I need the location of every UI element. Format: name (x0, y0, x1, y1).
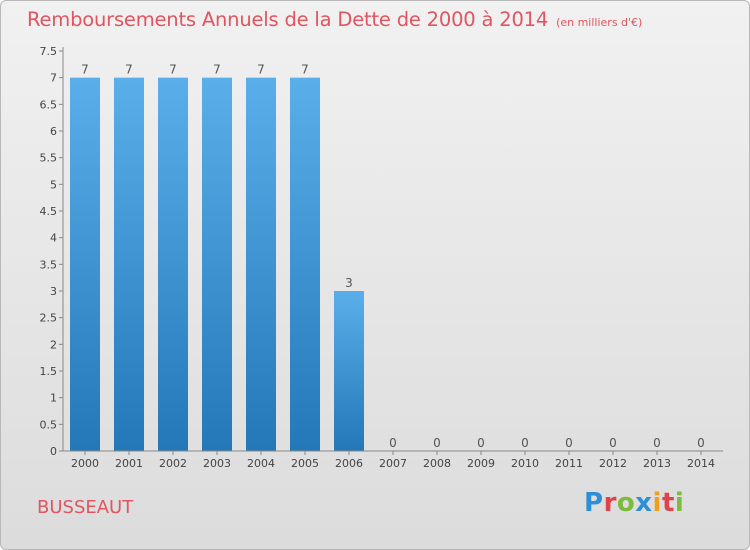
bar-value-label: 3 (345, 276, 353, 290)
bar-value-label: 7 (169, 63, 177, 77)
logo-letter: o (616, 488, 636, 518)
y-tick-label: 6.5 (40, 98, 58, 111)
commune-name: BUSSEAUT (37, 497, 134, 518)
y-tick-label: 6 (50, 125, 57, 138)
bar-value-label: 0 (521, 436, 529, 450)
x-tick-label: 2011 (555, 457, 583, 470)
logo-letter: t (661, 488, 675, 518)
y-tick-label: 3.5 (40, 258, 58, 271)
bar-value-label: 0 (609, 436, 617, 450)
logo-letter: r (603, 488, 617, 518)
y-tick-label: 4.5 (40, 205, 58, 218)
x-tick-label: 2007 (379, 457, 407, 470)
y-axis: 0 0.5 1 1.5 2 2.5 3 3.5 4 4.5 5 5.5 6 6.5 7 7.5 (40, 45, 64, 458)
x-tick-label: 2012 (599, 457, 627, 470)
bar-value-label: 7 (81, 63, 89, 77)
bar[interactable] (202, 77, 232, 452)
bar[interactable] (334, 291, 364, 451)
y-tick-label: 4 (50, 232, 57, 245)
logo-letter: i (674, 488, 685, 518)
y-tick-label: 0.5 (40, 418, 58, 431)
logo-letter: x (635, 488, 653, 518)
x-tick-label: 2010 (511, 457, 539, 470)
x-tick-label: 2004 (247, 457, 275, 470)
bar-value-label: 0 (477, 436, 485, 450)
bar-value-label: 7 (301, 63, 309, 77)
bars-group: 7 7 7 7 7 7 3 0 0 0 0 0 0 0 0 (70, 63, 716, 452)
bar-value-label: 0 (565, 436, 573, 450)
x-tick-label: 2006 (335, 457, 363, 470)
y-tick-label: 7.5 (40, 45, 58, 58)
bar-value-label: 7 (125, 63, 133, 77)
y-tick-label: 7 (50, 72, 57, 85)
y-tick-label: 5 (50, 178, 57, 191)
y-tick-label: 5.5 (40, 152, 58, 165)
x-tick-label: 2001 (115, 457, 143, 470)
chart-title: Remboursements Annuels de la Dette de 20… (27, 8, 642, 31)
bar-value-label: 0 (653, 436, 661, 450)
x-tick-label: 2009 (467, 457, 495, 470)
bar-value-label: 0 (433, 436, 441, 450)
bar-value-label: 7 (257, 63, 265, 77)
chart-title-text: Remboursements Annuels de la Dette de 20… (27, 8, 549, 31)
y-tick-label: 1 (50, 392, 57, 405)
y-tick-label: 2 (50, 338, 57, 351)
y-tick-label: 1.5 (40, 365, 58, 378)
bar[interactable] (114, 77, 144, 452)
y-tick-label: 0 (50, 445, 57, 458)
proxiti-logo[interactable]: Proxiti (584, 488, 684, 518)
x-tick-label: 2013 (643, 457, 671, 470)
x-axis: 2000 2001 2002 2003 2004 2005 2006 2007 2008 2009… (63, 450, 723, 470)
logo-letter: i (652, 488, 662, 518)
bar[interactable] (290, 77, 320, 452)
y-tick-label: 2.5 (40, 312, 58, 325)
x-tick-label: 2000 (71, 457, 99, 470)
bar-value-label: 7 (213, 63, 221, 77)
bar[interactable] (70, 77, 100, 452)
x-tick-label: 2014 (687, 457, 715, 470)
bar[interactable] (158, 77, 188, 452)
bar[interactable] (246, 77, 276, 452)
y-tick-label: 3 (50, 285, 57, 298)
bar-value-label: 0 (697, 436, 705, 450)
logo-letter: P (584, 488, 604, 518)
x-tick-label: 2008 (423, 457, 451, 470)
x-tick-label: 2002 (159, 457, 187, 470)
x-tick-label: 2005 (291, 457, 319, 470)
bar-value-label: 0 (389, 436, 397, 450)
x-tick-label: 2003 (203, 457, 231, 470)
chart-subtitle: (en milliers d'€) (556, 16, 643, 29)
